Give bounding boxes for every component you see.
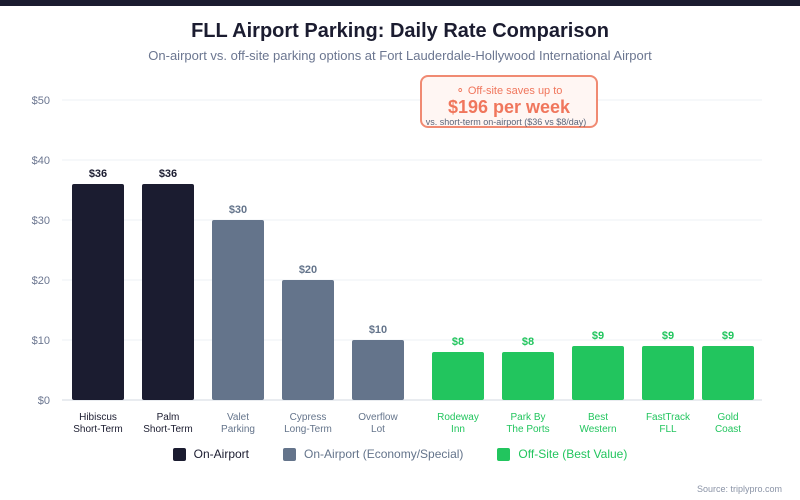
data-label: $30 [229, 204, 247, 216]
bar [212, 220, 264, 400]
legend-item-economy: On-Airport (Economy/Special) [283, 447, 463, 461]
x-tick-label: Western [579, 424, 616, 435]
x-tick-label: Rodeway [437, 412, 479, 423]
y-tick-label: $30 [32, 215, 50, 227]
bar [282, 280, 334, 400]
data-label: $10 [369, 324, 387, 336]
x-tick-label: Inn [451, 424, 465, 435]
bar [702, 346, 754, 400]
x-tick-label: Palm [157, 412, 180, 423]
callout-line3: vs. short-term on-airport ($36 vs $8/day… [425, 117, 587, 127]
x-tick-label: Valet [227, 412, 249, 423]
legend: On-Airport On-Airport (Economy/Special) … [0, 447, 800, 461]
data-label: $36 [89, 168, 107, 180]
bar [142, 184, 194, 400]
source-note: Source: triplypro.com [696, 484, 782, 494]
x-tick-label: Best [588, 412, 608, 423]
legend-label: On-Airport [193, 447, 250, 461]
callout-line2: $196 per week [447, 97, 571, 117]
data-label: $9 [592, 330, 604, 342]
chart-title: FLL Airport Parking: Daily Rate Comparis… [191, 20, 609, 42]
bar [432, 352, 484, 400]
data-label: $8 [452, 336, 464, 348]
top-bar [0, 0, 800, 6]
data-label: $36 [159, 168, 177, 180]
bar [352, 340, 404, 400]
x-tick-label: FastTrack [646, 412, 691, 423]
y-tick-label: $0 [38, 395, 50, 407]
legend-item-on-airport: On-Airport [172, 447, 250, 461]
data-label: $9 [722, 330, 734, 342]
x-tick-label: Short-Term [73, 424, 122, 435]
x-tick-label: Cypress [290, 412, 327, 423]
x-tick-label: FLL [659, 424, 677, 435]
x-tick-label: Gold [717, 412, 738, 423]
x-tick-label: Coast [715, 424, 741, 435]
x-tick-label: Long-Term [284, 424, 332, 435]
y-tick-label: $40 [32, 155, 50, 167]
data-label: $9 [662, 330, 674, 342]
x-tick-label: Park By [510, 412, 545, 423]
data-label: $20 [299, 264, 317, 276]
x-tick-label: Short-Term [143, 424, 192, 435]
chart-subtitle: On-airport vs. off-site parking options … [148, 48, 652, 63]
legend-label: Off-Site (Best Value) [518, 447, 628, 461]
callout-line1: Off-site saves up to [467, 85, 563, 97]
bar [572, 346, 624, 400]
y-tick-label: $10 [32, 335, 50, 347]
y-tick-label: $50 [32, 95, 50, 107]
legend-label: On-Airport (Economy/Special) [304, 447, 464, 461]
bar [502, 352, 554, 400]
x-tick-label: Lot [371, 424, 385, 435]
x-tick-label: The Ports [506, 424, 549, 435]
bar [72, 184, 124, 400]
x-tick-label: Hibiscus [79, 412, 117, 423]
legend-item-off-site: Off-Site (Best Value) [497, 447, 627, 461]
x-tick-label: Parking [221, 424, 255, 435]
y-tick-label: $20 [32, 275, 50, 287]
data-label: $8 [522, 336, 534, 348]
savings-callout: ⚬ Off-site saves up to $196 per week vs.… [420, 75, 598, 128]
x-tick-label: Overflow [358, 412, 398, 423]
bar [642, 346, 694, 400]
lightbulb-icon: ⚬ [455, 85, 465, 97]
